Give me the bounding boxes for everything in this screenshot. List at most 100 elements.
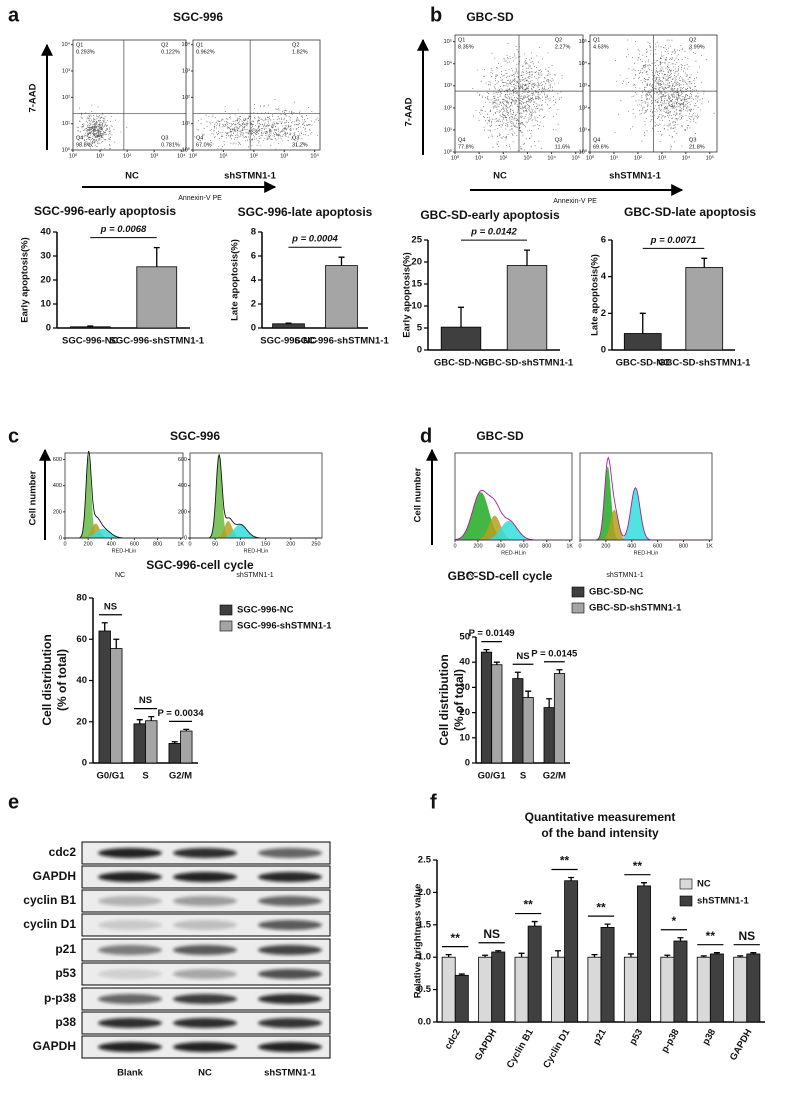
y-tick-label: 10³	[62, 68, 70, 74]
x-tick-label: 50	[212, 541, 218, 547]
bar	[168, 743, 181, 764]
y-axis-label: 7-AAD	[404, 97, 415, 126]
blot-band	[258, 945, 322, 955]
plot-frame	[454, 452, 573, 541]
y-tick-label: 10⁵	[579, 38, 587, 45]
chart-title: of the band intensity	[541, 826, 659, 840]
x-axis-label: RED-HLin	[501, 550, 526, 556]
y-tick-label: 10⁰	[444, 148, 453, 155]
y-tick-label: 10¹	[182, 121, 190, 127]
legend-swatch	[679, 895, 693, 907]
row-label: p21	[55, 942, 76, 956]
blot-band	[173, 872, 237, 882]
quadrant-value: 0.962%	[196, 49, 215, 55]
quadrant-name: Q3	[292, 135, 299, 141]
bar	[564, 880, 579, 1023]
event-dots	[472, 43, 563, 151]
y-tick-label: 15	[411, 279, 422, 290]
blot-band	[98, 872, 162, 882]
x-tick-label: 10³	[150, 153, 158, 159]
x-tick-label: cdc2	[443, 1027, 463, 1051]
error-bar	[554, 950, 561, 958]
x-tick-label: 10⁴	[547, 154, 556, 161]
bar	[527, 925, 542, 1023]
blot-band	[258, 872, 322, 882]
panel-letter: b	[430, 4, 442, 26]
row-label: p-p38	[44, 991, 76, 1005]
x-tick-label: 10⁰	[189, 152, 198, 159]
bar	[180, 730, 193, 764]
bar	[600, 926, 615, 1023]
error-bar	[591, 953, 598, 958]
quadrant-value: 69.6%	[593, 144, 609, 150]
y-tick-label: 10³	[444, 83, 452, 89]
x-tick-label: SGC-996-NC	[260, 336, 317, 347]
bar	[514, 956, 529, 1023]
annotation: p = 0.0142	[470, 227, 517, 238]
histogram-outline	[65, 450, 183, 539]
y-tick-label: 5	[417, 323, 423, 334]
x-tick-label: 1K	[177, 541, 184, 547]
y-tick-label: 10²	[182, 95, 190, 101]
y-tick-label: 200	[178, 509, 187, 515]
column-label: shSTMN1-1	[264, 1068, 316, 1079]
bar	[133, 723, 146, 764]
y-tick-label: 50	[459, 632, 470, 643]
blot-band	[173, 1018, 237, 1028]
legend-label: shSTMN1-1	[697, 896, 749, 907]
x-tick-label: 200	[601, 543, 610, 549]
quadrant-name: Q1	[76, 42, 83, 48]
x-tick-label: p38	[700, 1027, 718, 1047]
x-tick-label: GBC-SD-shSTMN1-1	[481, 358, 574, 369]
y-tick-label: 0	[59, 535, 62, 541]
bar	[145, 720, 158, 764]
x-tick-label: p21	[591, 1027, 609, 1047]
row-label: p38	[55, 1015, 76, 1029]
x-tick-label: 0	[453, 543, 456, 549]
plot-frame	[192, 39, 321, 151]
annotation: **	[523, 898, 533, 912]
histogram-outline	[580, 456, 712, 541]
event-dots	[194, 99, 319, 150]
blot-band	[98, 920, 162, 930]
y-tick-label: 10³	[579, 83, 587, 89]
error-bar	[664, 954, 671, 958]
x-tick-label: G2/M	[169, 771, 192, 782]
quadrant-name: Q3	[555, 137, 562, 143]
plot-label: NC	[468, 572, 478, 579]
y-tick-label: 10¹	[444, 127, 452, 133]
error-bar	[556, 669, 563, 674]
error-bar	[458, 973, 465, 976]
bar	[746, 953, 761, 1023]
bar	[98, 630, 111, 764]
bar	[272, 323, 305, 329]
x-tick-label: 200	[286, 541, 295, 547]
y-tick-label: 0	[82, 758, 87, 769]
legend-label: SGC-996-NC	[237, 605, 294, 616]
y-tick-label: 2.5	[418, 855, 432, 866]
x-tick-label: GAPDH	[728, 1027, 755, 1062]
x-tick-label: 600	[130, 541, 139, 547]
error-bar	[627, 953, 634, 958]
x-tick-label: 600	[653, 543, 662, 549]
y-tick-label: 400	[178, 483, 187, 489]
annotation: **	[560, 854, 570, 868]
x-tick-label: 800	[542, 543, 551, 549]
quadrant-value: 31.2%	[292, 142, 308, 148]
x-tick-label: GBC-SD-shSTMN1-1	[658, 358, 751, 369]
y-tick-label: 8	[251, 227, 256, 238]
annotation: NS	[139, 695, 152, 706]
y-tick-label: 60	[76, 634, 87, 645]
x-tick-label: 10⁰	[586, 154, 595, 161]
plot-label: shSTMN1-1	[224, 171, 276, 182]
y-tick-label: 10⁴	[579, 60, 588, 67]
blot-band	[258, 920, 322, 930]
blot-band	[173, 920, 237, 930]
error-bar	[750, 952, 757, 954]
annotation: NS	[516, 651, 529, 662]
y-tick-label: 10⁴	[182, 41, 191, 48]
y-tick-label: 10⁵	[444, 38, 452, 45]
quadrant-name: Q1	[593, 37, 600, 43]
annotation: P = 0.0145	[531, 648, 578, 659]
phase-area	[580, 466, 712, 540]
